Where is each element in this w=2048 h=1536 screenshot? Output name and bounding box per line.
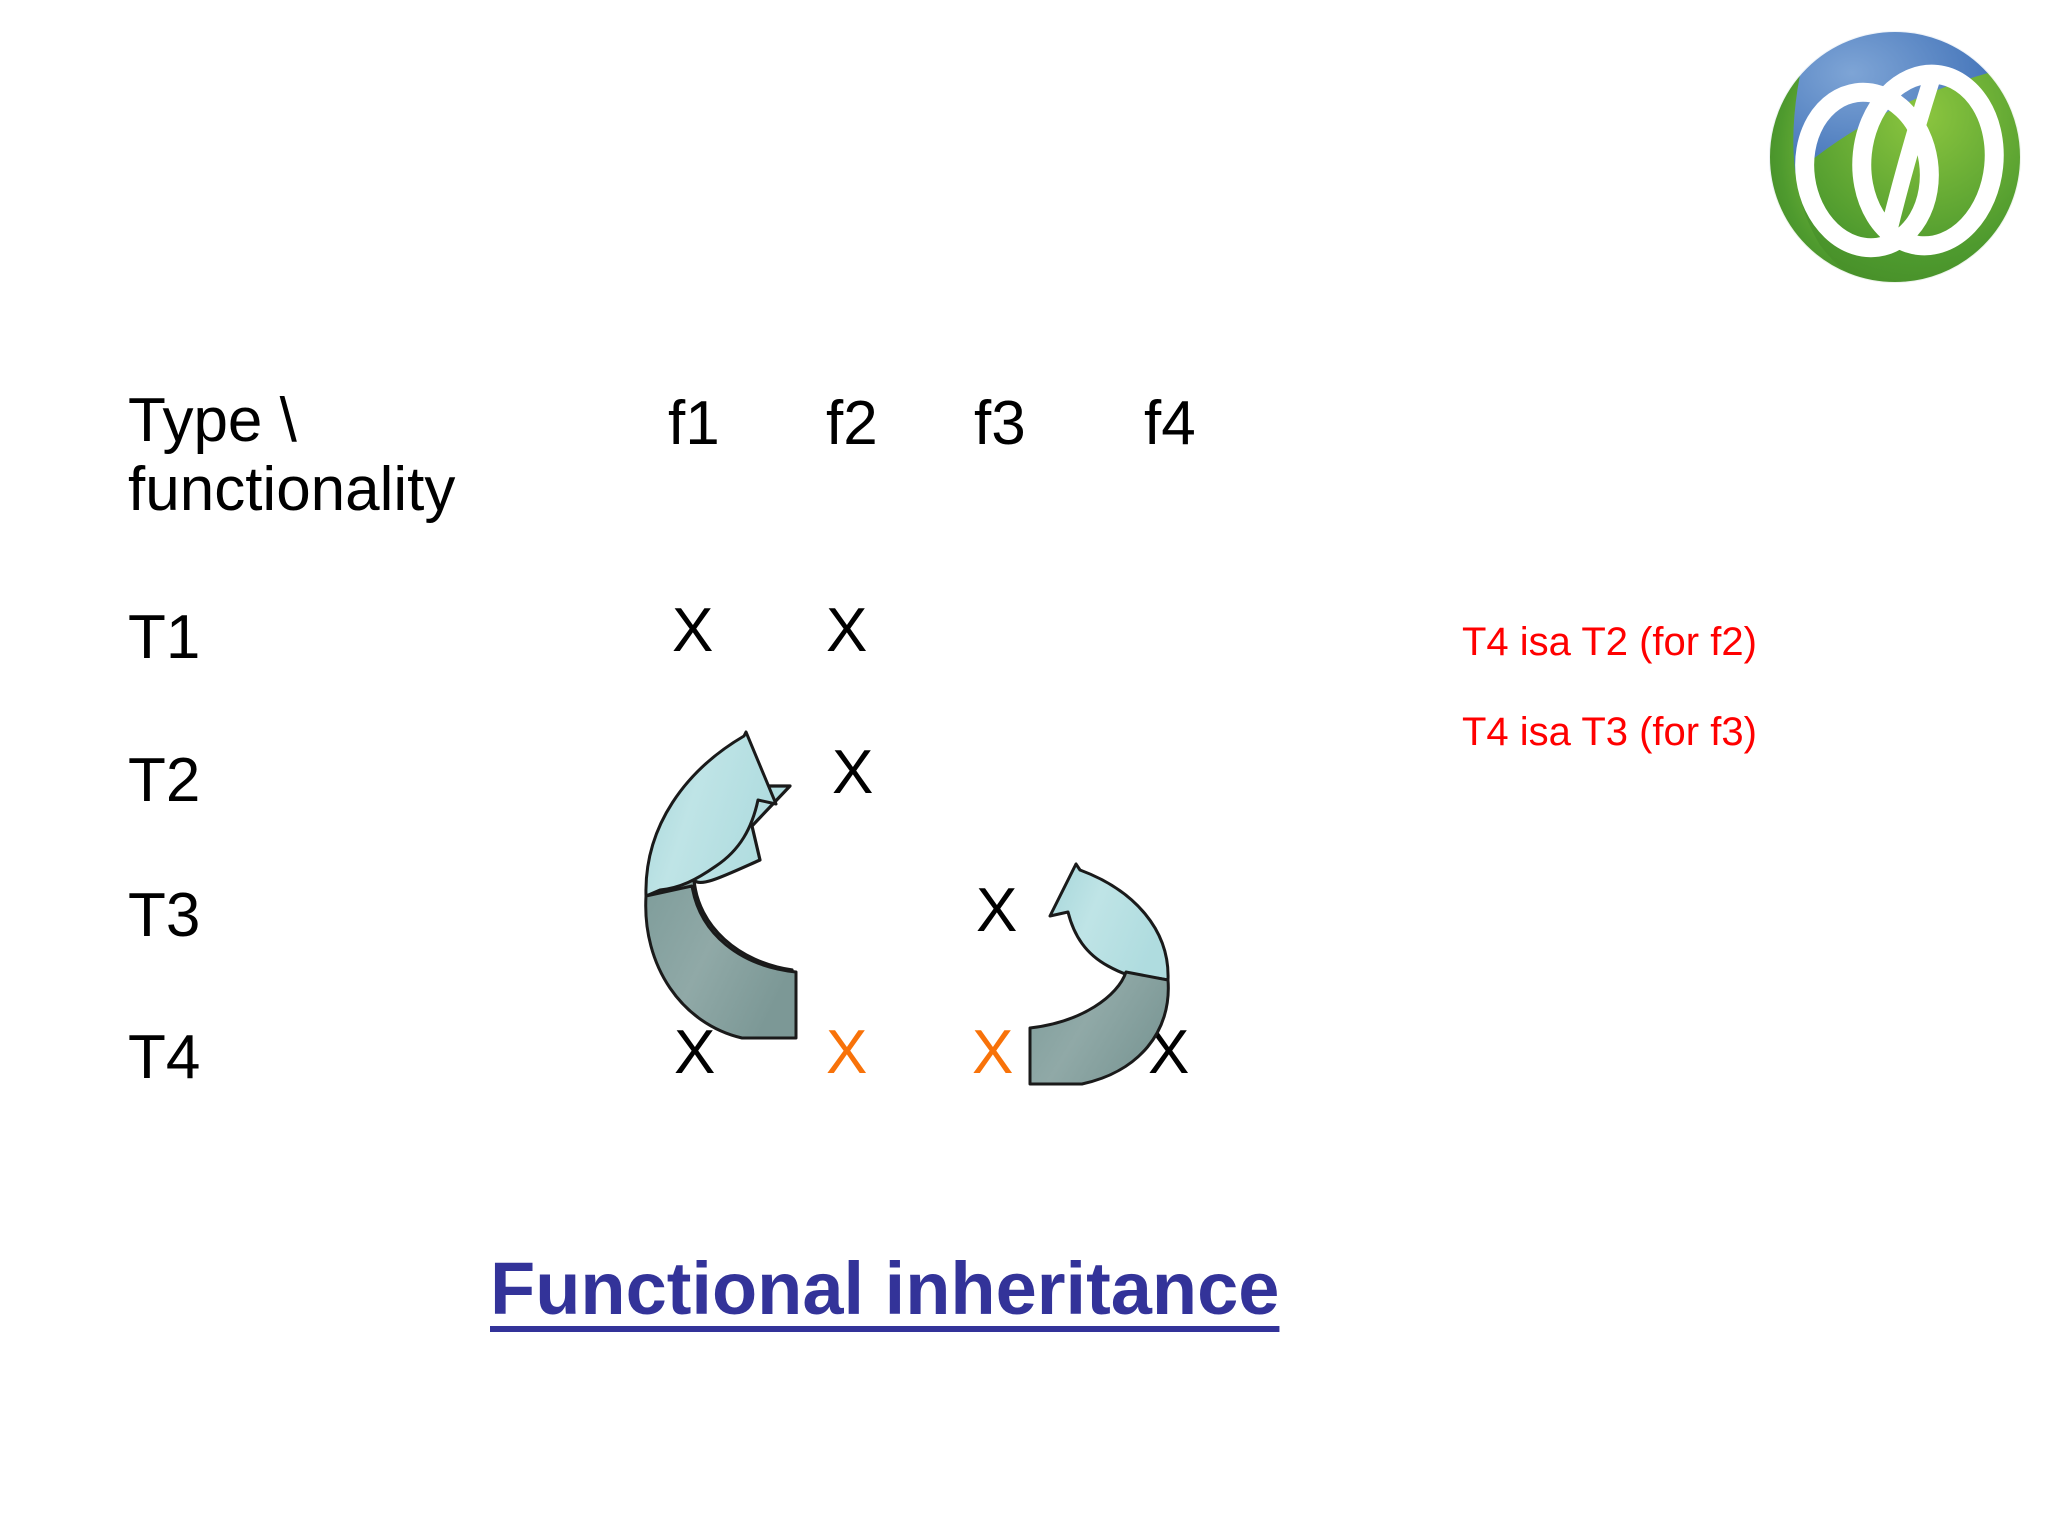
- row-header-t1: T1: [128, 603, 201, 672]
- cell-t4-f1: X: [674, 1018, 716, 1087]
- cell-t4-f3: X: [972, 1018, 1014, 1087]
- curved-up-arrow-f4-to-f3: [1000, 860, 1200, 1105]
- note-t4-isa-t3: T4 isa T3 (for f3): [1462, 710, 1757, 754]
- row-header-t4: T4: [128, 1023, 201, 1092]
- column-header-f3: f3: [974, 389, 1026, 458]
- curved-up-arrow-f1-to-f2: [620, 730, 820, 1065]
- column-header-f1: f1: [668, 389, 720, 458]
- cell-t1-f1: X: [672, 596, 714, 665]
- cell-t3-f3: X: [976, 876, 1018, 945]
- column-header-f2: f2: [826, 389, 878, 458]
- matrix-corner-label: Type \ functionality: [128, 386, 456, 525]
- cell-t4-f2: X: [826, 1018, 868, 1087]
- column-header-f4: f4: [1144, 389, 1196, 458]
- note-t4-isa-t2: T4 isa T2 (for f2): [1462, 620, 1757, 664]
- cell-t2-f2: X: [832, 738, 874, 807]
- row-header-t2: T2: [128, 746, 201, 815]
- circular-interlocking-rings-logo: [1760, 20, 2030, 290]
- row-header-t3: T3: [128, 881, 201, 950]
- cell-t1-f2: X: [826, 596, 868, 665]
- slide-title: Functional inheritance: [490, 1247, 1280, 1330]
